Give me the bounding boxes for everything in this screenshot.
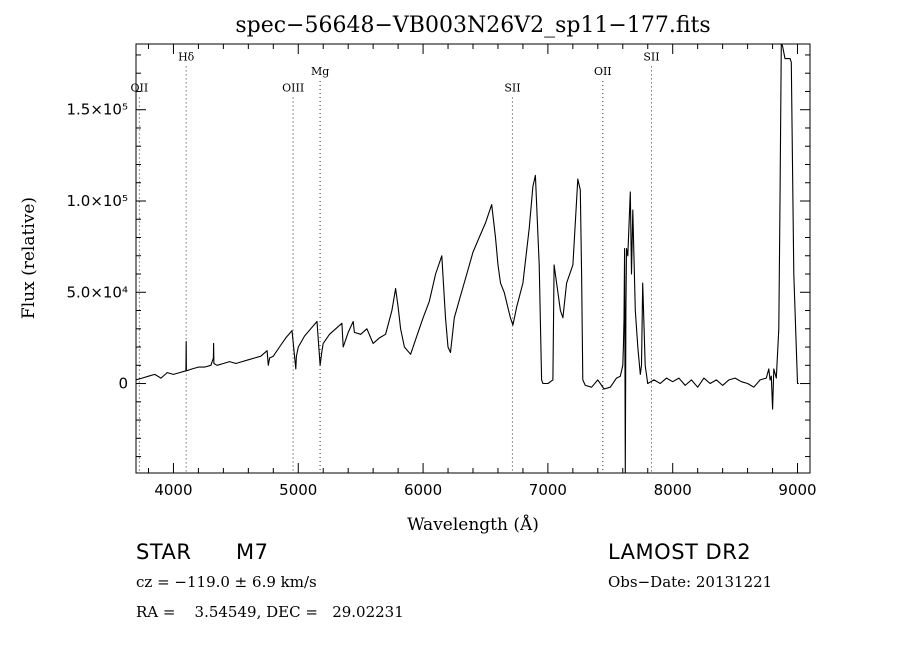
- survey-name: LAMOST DR2: [608, 540, 752, 564]
- chart-title: spec−56648−VB003N26V2_sp11−177.fits: [235, 13, 710, 38]
- x-axis-label: Wavelength (Å): [407, 514, 539, 535]
- plot-frame: [135, 43, 811, 474]
- spectrum-series: [135, 43, 799, 474]
- y-axis-label: Flux (relative): [19, 197, 39, 319]
- line-label-0: OII: [131, 81, 149, 94]
- line-label-4: SII: [504, 81, 520, 94]
- y-tick-label-3: 1.5×10⁵: [66, 101, 128, 119]
- y-tick-label-2: 1.0×10⁵: [66, 192, 128, 210]
- line-label-6: SII: [643, 50, 659, 63]
- x-tick-label-3: 7000: [529, 481, 567, 499]
- line-label-1: Hδ: [178, 50, 195, 63]
- x-tick-label-4: 8000: [654, 481, 692, 499]
- x-tick-label-5: 9000: [778, 481, 816, 499]
- y-tick-label-0: 0: [118, 375, 128, 393]
- line-label-3: Mg: [311, 65, 329, 78]
- line-label-2: OIII: [282, 81, 304, 94]
- x-axis-ticks: 4000 5000 6000 7000 8000 9000: [147, 44, 817, 499]
- object-class: STAR: [136, 540, 192, 564]
- x-tick-label-1: 5000: [279, 481, 317, 499]
- spectral-lines: OII Hδ OIII Mg SII OII SII: [131, 50, 660, 473]
- y-tick-label-1: 5.0×10⁴: [66, 283, 128, 301]
- object-subclass: M7: [236, 540, 269, 564]
- x-tick-label-2: 6000: [404, 481, 442, 499]
- x-tick-label-0: 4000: [154, 481, 192, 499]
- coordinates: RA = 3.54549, DEC = 29.02231: [136, 603, 404, 621]
- observation-date: Obs−Date: 20131221: [608, 573, 773, 591]
- redshift-value: cz = −119.0 ± 6.9 km/s: [136, 573, 317, 591]
- line-label-5: OII: [594, 65, 612, 78]
- spectrum-line-0: [135, 43, 799, 474]
- y-axis-ticks: 0 5.0×10⁴ 1.0×10⁵ 1.5×10⁵: [66, 54, 810, 458]
